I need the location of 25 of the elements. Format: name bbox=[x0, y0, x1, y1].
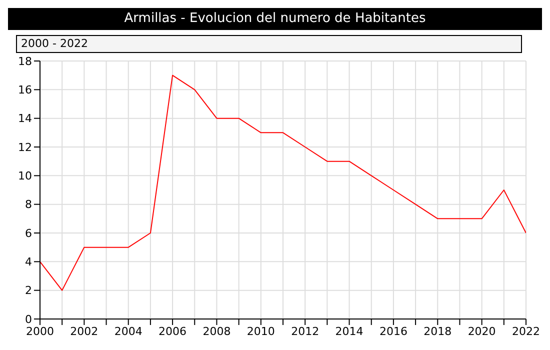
x-tick-label: 2012 bbox=[291, 324, 320, 338]
y-tick-label: 6 bbox=[25, 226, 32, 240]
y-tick-label: 2 bbox=[25, 284, 32, 298]
y-tick-label: 18 bbox=[18, 54, 32, 68]
x-tick-label: 2018 bbox=[424, 324, 452, 338]
y-tick-label: 16 bbox=[18, 84, 32, 97]
x-tick-label: 2000 bbox=[26, 324, 54, 338]
x-tick-label: 2016 bbox=[379, 324, 408, 338]
x-tick-label: 2010 bbox=[246, 324, 275, 338]
x-tick-label: 2002 bbox=[70, 324, 98, 338]
y-tick-label: 8 bbox=[25, 198, 32, 212]
x-tick-label: 2008 bbox=[202, 324, 231, 338]
x-tick-label: 2004 bbox=[114, 324, 142, 338]
chart-title: Armillas - Evolucion del numero de Habitantes bbox=[8, 8, 542, 30]
y-tick-label: 0 bbox=[25, 312, 32, 326]
y-tick-label: 10 bbox=[18, 170, 32, 183]
y-tick-label: 12 bbox=[18, 140, 32, 154]
line-series bbox=[40, 74, 526, 291]
chart-subtitle: 2000 - 2022 bbox=[16, 35, 522, 53]
x-tick-label: 2022 bbox=[512, 324, 540, 338]
x-tick-label: 2014 bbox=[335, 324, 364, 338]
x-tick-label: 2006 bbox=[158, 324, 187, 338]
x-tick-label: 2020 bbox=[468, 324, 496, 338]
y-tick-label: 4 bbox=[25, 256, 32, 269]
y-tick-label: 14 bbox=[18, 112, 32, 126]
